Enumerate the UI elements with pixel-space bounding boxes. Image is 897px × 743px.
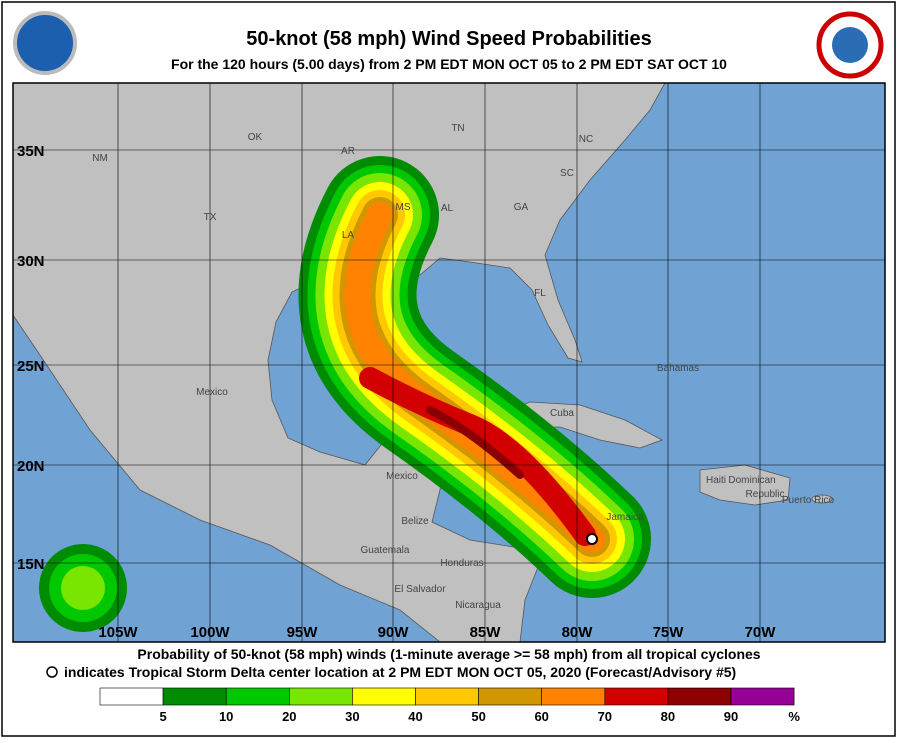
lon-label: 75W <box>653 624 685 641</box>
legend-swatch <box>288 687 353 706</box>
legend-swatch <box>225 687 290 706</box>
lat-label: 15N <box>17 556 45 573</box>
legend-label: 30 <box>345 709 359 724</box>
title: 50-knot (58 mph) Wind Speed Probabilitie… <box>246 28 651 50</box>
map: NM OK AR TN NC SC TX MS AL GA LA FL Mexico Bahamas Cub… <box>13 83 885 642</box>
place-label: NM <box>92 153 108 164</box>
lon-label: 70W <box>745 624 777 641</box>
place-label: SC <box>560 168 574 179</box>
place-label: FL <box>534 288 546 299</box>
place-label: GA <box>514 202 529 213</box>
place-label: Republic <box>746 489 785 500</box>
land <box>13 83 666 642</box>
subtitle: For the 120 hours (5.00 days) from 2 PM … <box>171 56 727 72</box>
lon-label: 80W <box>562 624 594 641</box>
place-label: OK <box>248 132 263 143</box>
legend-swatch <box>99 687 164 706</box>
place-label: Puerto Rico <box>782 495 835 506</box>
place-label: Guatemala <box>361 545 410 556</box>
footer-marker <box>46 666 58 678</box>
place-label: MS <box>396 202 411 213</box>
place-label: Jamaica <box>606 512 644 523</box>
lon-label: 105W <box>98 624 138 641</box>
legend-label: 5 <box>159 709 166 724</box>
place-label: AR <box>341 146 355 157</box>
legend-label: 70 <box>598 709 612 724</box>
legend-swatch <box>478 687 543 706</box>
legend-swatch <box>352 687 416 706</box>
place-label: Bahamas <box>657 363 699 374</box>
legend-label: 40 <box>408 709 422 724</box>
place-labels: NM OK AR TN NC SC TX MS AL GA LA FL Mexico Bahamas Cub… <box>92 123 834 611</box>
legend-label: 20 <box>282 709 296 724</box>
graticule <box>13 83 885 642</box>
storm-center <box>586 533 598 545</box>
legend: 5 10 20 30 40 50 60 70 80 90% <box>99 687 800 724</box>
place-label: Cuba <box>550 408 574 419</box>
legend-label: 90 <box>724 709 738 724</box>
place-label: LA <box>342 230 355 241</box>
place-label: Mexico <box>196 387 228 398</box>
legend-unit: % <box>788 709 800 724</box>
place-label: Belize <box>401 516 429 527</box>
lat-label: 30N <box>17 253 45 270</box>
legend-label: 10 <box>219 709 233 724</box>
place-label: Honduras <box>440 558 483 569</box>
place-label: NC <box>579 134 593 145</box>
footer-line: Probability of 50-knot (58 mph) winds (1… <box>137 646 760 662</box>
lat-label: 35N <box>17 143 45 160</box>
place-label: TN <box>451 123 464 134</box>
swath-band <box>426 406 524 479</box>
lon-label: 90W <box>378 624 410 641</box>
probability-swath <box>39 156 651 632</box>
lon-label: 100W <box>190 624 230 641</box>
place-label: El Salvador <box>394 584 446 595</box>
place-label: AL <box>441 203 454 214</box>
legend-swatch <box>162 687 227 706</box>
place-label: Haiti <box>706 475 726 486</box>
puerto-rico <box>811 494 833 504</box>
lon-label: 85W <box>470 624 502 641</box>
lat-label: 25N <box>17 358 45 375</box>
legend-swatch <box>415 687 479 706</box>
swath-blob <box>71 576 95 600</box>
hispaniola <box>699 464 791 506</box>
grid-labels: 35N 30N 25N 20N 15N 105W 100W 95W 90W 85W 80W 75W 70… <box>17 143 776 641</box>
lat-label: 20N <box>17 458 45 475</box>
place-label: Mexico <box>386 471 418 482</box>
place-label: Nicaragua <box>455 600 501 611</box>
place-label: TX <box>204 212 217 223</box>
legend-swatch <box>541 687 606 706</box>
legend-label: 60 <box>534 709 548 724</box>
nws-logo-inner <box>832 27 868 63</box>
map-frame <box>12 82 886 643</box>
legend-swatch <box>667 687 732 706</box>
noaa-logo <box>13 11 77 75</box>
swath-band <box>359 367 596 546</box>
legend-label: 50 <box>471 709 485 724</box>
footer-line: indicates Tropical Storm Delta center lo… <box>64 664 736 680</box>
lon-label: 95W <box>287 624 319 641</box>
place-label: Dominican <box>728 475 775 486</box>
legend-swatch <box>604 687 669 706</box>
legend-swatch <box>730 687 795 706</box>
legend-label: 80 <box>661 709 675 724</box>
